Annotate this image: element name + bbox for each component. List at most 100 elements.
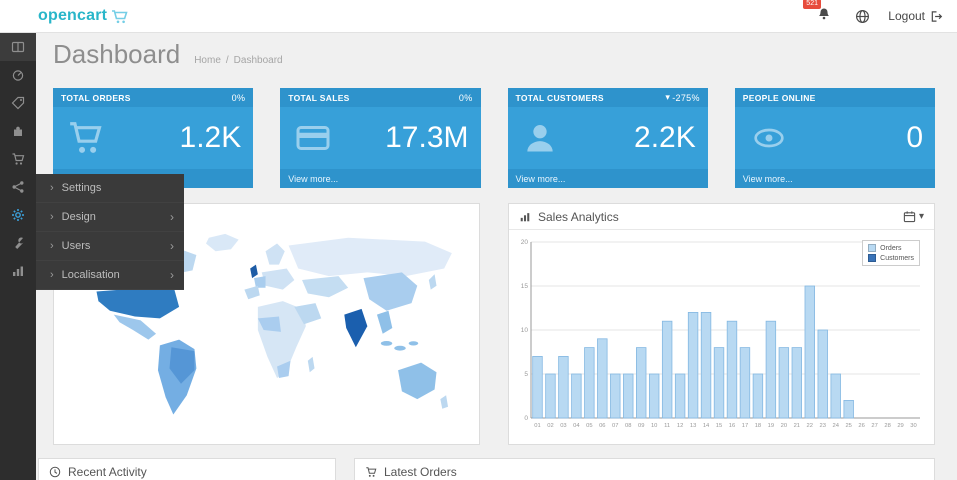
logo-cart-icon: [112, 9, 128, 23]
globe-icon: [856, 9, 870, 23]
menu-item-users[interactable]: › Users ›: [36, 232, 184, 261]
extensions-icon: [14, 126, 22, 136]
logout-button[interactable]: Logout: [888, 9, 943, 23]
svg-text:03: 03: [560, 423, 566, 429]
tile-value: 17.3M: [385, 121, 469, 154]
view-more-link[interactable]: View more...: [507, 169, 708, 188]
tile-label: TOTAL ORDERS: [61, 92, 131, 103]
legend-swatch: [868, 244, 877, 252]
credit-card-icon: [296, 126, 330, 150]
sidebar-item-marketing[interactable]: [0, 173, 36, 201]
sales-analytics-panel: Sales Analytics ▾ 0 5 10 15 20 01 02 03 04 05 06 07…: [508, 203, 935, 445]
tile-percent: 0%: [231, 92, 246, 103]
sales-cart-icon: [12, 153, 25, 165]
menu-item-design[interactable]: › Design ›: [36, 203, 184, 232]
notifications-button[interactable]: 521: [803, 0, 837, 30]
svg-text:17: 17: [742, 423, 748, 429]
svg-text:12: 12: [677, 423, 683, 429]
svg-text:06: 06: [599, 423, 605, 429]
breadcrumb-divider: /: [225, 55, 229, 66]
tile-percent: 0%: [458, 92, 473, 103]
sidebar-item-dashboard[interactable]: [0, 61, 36, 89]
svg-text:01: 01: [534, 423, 540, 429]
stat-tiles: TOTAL ORDERS 0% 1.2K View more... TOTAL …: [53, 88, 935, 188]
svg-text:04: 04: [573, 423, 580, 429]
tile-percent: ▾ -275%: [665, 92, 700, 103]
svg-text:07: 07: [612, 423, 618, 429]
stat-tile-total-customers: TOTAL CUSTOMERS ▾ -275% 2.2K View more..…: [507, 88, 708, 188]
sidebar-item-catalog[interactable]: [0, 89, 36, 117]
eye-icon: [754, 128, 784, 148]
svg-text:20: 20: [521, 239, 529, 246]
chevron-right-icon: ›: [170, 239, 174, 253]
sidebar-item-sales[interactable]: [0, 145, 36, 173]
menu-item-settings[interactable]: › Settings: [36, 174, 184, 203]
view-more-link[interactable]: View more...: [280, 169, 481, 188]
clock-icon: [49, 466, 61, 477]
panel-title: Sales Analytics: [538, 209, 619, 224]
sidebar: [0, 33, 36, 480]
menu-item-localisation[interactable]: › Localisation ›: [36, 261, 184, 290]
svg-text:24: 24: [832, 423, 839, 429]
svg-text:23: 23: [820, 423, 826, 429]
breadcrumb-current[interactable]: Dashboard: [233, 55, 283, 66]
opencart-logo[interactable]: opencart: [38, 7, 129, 25]
svg-text:22: 22: [807, 423, 813, 429]
language-button[interactable]: [855, 9, 870, 24]
bar-chart-icon: [520, 212, 530, 221]
svg-text:28: 28: [884, 423, 890, 429]
dashboard-icon: [12, 70, 24, 81]
calendar-icon: [903, 211, 916, 223]
chart-legend: Orders Customers: [862, 240, 920, 266]
svg-text:13: 13: [690, 423, 696, 429]
top-header: opencart 521 Logout: [0, 0, 957, 33]
svg-text:19: 19: [768, 423, 774, 429]
legend-item-orders: Orders: [868, 244, 914, 252]
tile-label: PEOPLE ONLINE: [742, 92, 816, 103]
sidebar-item-extensions[interactable]: [0, 117, 36, 145]
caret-down-icon: ▾: [918, 211, 924, 222]
svg-text:27: 27: [871, 423, 877, 429]
svg-text:30: 30: [910, 423, 916, 429]
svg-text:0: 0: [524, 415, 528, 422]
svg-text:08: 08: [625, 423, 631, 429]
stat-tile-total-sales: TOTAL SALES 0% 17.3M View more...: [280, 88, 481, 188]
menu-bullet-icon: ›: [50, 269, 54, 281]
menu-item-label: Design: [61, 211, 96, 223]
cart-icon: [366, 466, 377, 477]
svg-text:09: 09: [638, 423, 644, 429]
stat-tile-total-orders: TOTAL ORDERS 0% 1.2K View more...: [53, 88, 254, 188]
catalog-tag-icon: [11, 96, 25, 110]
sidebar-item-system[interactable]: [0, 201, 36, 229]
view-more-link[interactable]: View more...: [734, 169, 935, 188]
tools-wrench-icon: [15, 237, 24, 249]
date-range-button[interactable]: ▾: [903, 210, 924, 223]
sidebar-item-reports[interactable]: [0, 257, 36, 285]
menu-item-label: Localisation: [61, 269, 120, 281]
system-gear-icon: [12, 209, 24, 221]
sidebar-item-columns[interactable]: [0, 33, 36, 61]
notification-badge: 521: [803, 0, 821, 9]
recent-activity-panel: Recent Activity: [38, 458, 336, 480]
svg-text:14: 14: [703, 423, 710, 429]
svg-text:18: 18: [755, 423, 761, 429]
svg-text:29: 29: [897, 423, 903, 429]
breadcrumb-home[interactable]: Home: [194, 55, 221, 66]
svg-text:10: 10: [651, 423, 657, 429]
legend-swatch: [868, 254, 877, 262]
panel-title: Latest Orders: [384, 464, 457, 479]
tile-label: TOTAL CUSTOMERS: [515, 92, 604, 103]
stat-tile-people-online: PEOPLE ONLINE 0 View more...: [734, 88, 935, 188]
panel-title: Recent Activity: [68, 464, 147, 479]
reports-chart-icon: [13, 266, 23, 276]
sidebar-item-tools[interactable]: [0, 229, 36, 257]
menu-bullet-icon: ›: [50, 240, 54, 252]
svg-text:26: 26: [858, 423, 864, 429]
menu-bullet-icon: ›: [50, 182, 54, 194]
marketing-share-icon: [12, 181, 24, 193]
breadcrumb: Home / Dashboard: [194, 55, 282, 66]
svg-text:25: 25: [845, 423, 851, 429]
svg-text:5: 5: [524, 371, 528, 378]
svg-text:21: 21: [794, 423, 800, 429]
